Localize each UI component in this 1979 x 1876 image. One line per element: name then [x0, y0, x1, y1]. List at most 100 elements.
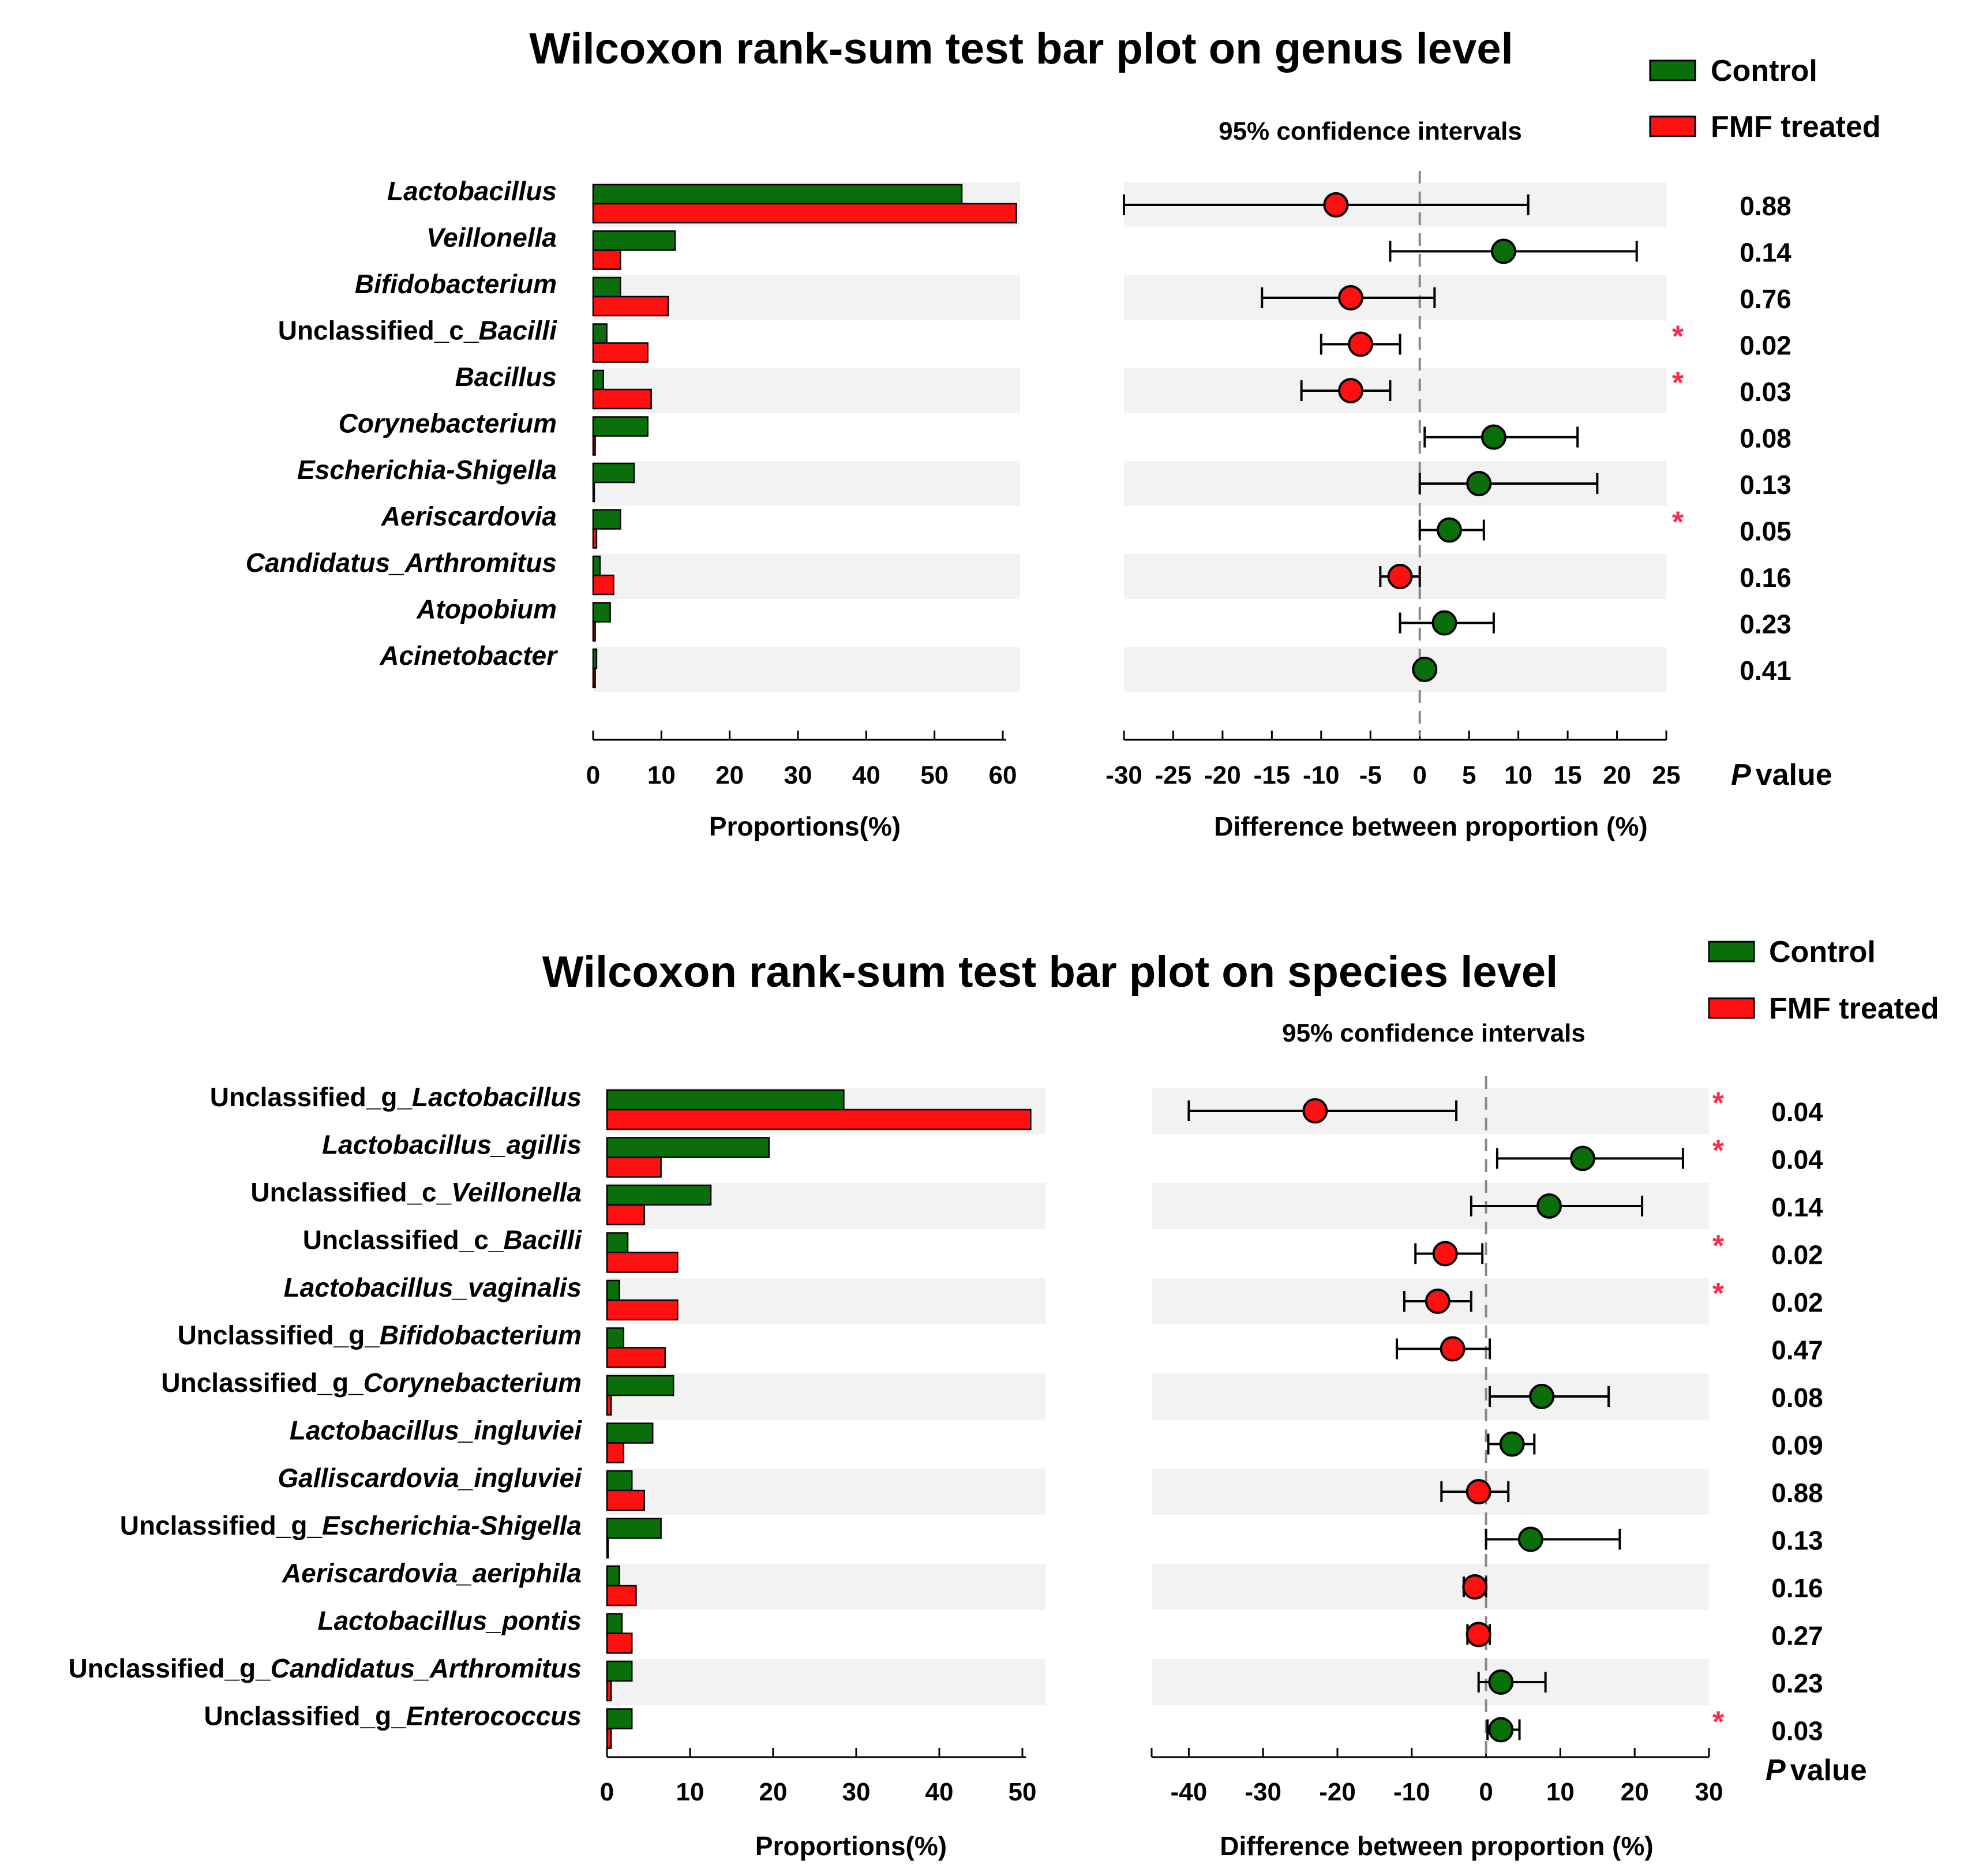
ci-estimate-point: [1425, 1289, 1450, 1314]
category-label: Unclassified_c_Bacilli: [303, 1225, 582, 1255]
significance-marker: *: [1712, 1230, 1725, 1263]
ci-estimate-point: [1437, 517, 1462, 543]
category-label-prefix: Unclassified_g_: [68, 1653, 271, 1683]
left-x-tick-label: 0: [600, 1778, 614, 1806]
row-stripe-left: [607, 1469, 1045, 1515]
p-value: 0.05: [1740, 516, 1791, 546]
right-x-tick-label: 25: [1652, 761, 1681, 789]
category-label-italic: Candidatus_Arthromitus: [246, 548, 557, 578]
right-x-tick-label: -15: [1254, 761, 1291, 789]
left-x-tick-label: 20: [715, 761, 744, 789]
row-stripe-left: [593, 461, 1020, 506]
bar-control: [606, 1708, 633, 1729]
category-label: Lactobacillus_ingluviei: [290, 1416, 582, 1446]
right-x-axis-title: Difference between proportion (%): [1220, 1831, 1653, 1861]
bar-control: [592, 276, 621, 298]
category-label-italic: Enterococcus: [406, 1701, 582, 1731]
ci-label: 95% confidence intervals: [1219, 117, 1522, 145]
bar-control: [606, 1518, 662, 1539]
significance-marker: *: [1712, 1277, 1725, 1310]
ci-estimate-point: [1488, 1717, 1514, 1743]
category-label-italic: Lactobacillus: [412, 1082, 582, 1112]
chart-panel-genus: Wilcoxon rank-sum test bar plot on genus…: [246, 24, 1881, 841]
category-label-prefix: Unclassified_g_: [120, 1511, 323, 1541]
significance-marker: *: [1712, 1706, 1725, 1739]
category-label: Lactobacillus_vaginalis: [284, 1272, 582, 1302]
ci-estimate-point: [1387, 564, 1413, 589]
ci-estimate-point: [1465, 1479, 1491, 1504]
ci-estimate-point: [1338, 378, 1364, 403]
left-x-tick-label: 30: [842, 1778, 871, 1806]
row-stripe-left: [607, 1278, 1045, 1324]
significance-marker: *: [1672, 320, 1684, 354]
p-value: 0.02: [1771, 1287, 1823, 1317]
right-x-tick-label: -20: [1319, 1778, 1356, 1806]
bar-control: [592, 323, 608, 344]
bar-fmf: [606, 1680, 612, 1702]
bar-control: [592, 462, 635, 484]
left-x-tick-label: 10: [647, 761, 676, 789]
bar-fmf: [592, 295, 669, 317]
ci-estimate-point: [1529, 1384, 1555, 1409]
bar-control: [606, 1470, 633, 1492]
row-stripe-right: [1124, 647, 1666, 692]
right-x-tick-label: 15: [1554, 761, 1582, 789]
row-stripe-left: [607, 1564, 1045, 1610]
right-x-tick-label: -10: [1393, 1778, 1430, 1806]
bar-control: [592, 416, 649, 437]
category-label: Lactobacillus_pontis: [317, 1606, 582, 1636]
category-label-italic: Lactobacillus_pontis: [317, 1606, 582, 1636]
bar-fmf: [592, 667, 596, 688]
category-label-italic: Bacilli: [503, 1225, 582, 1255]
category-label-prefix: Unclassified_g_: [178, 1320, 380, 1350]
bar-fmf: [592, 481, 595, 503]
right-x-tick-label: 10: [1504, 761, 1532, 789]
legend-label-control: Control: [1769, 935, 1876, 969]
category-label-italic: Candidatus_Arthromitus: [271, 1653, 582, 1683]
row-stripe-left: [607, 1373, 1045, 1420]
left-x-tick-label: 50: [1009, 1778, 1037, 1806]
significance-marker: *: [1712, 1087, 1725, 1120]
bar-control: [606, 1232, 629, 1253]
legend-label-control: Control: [1711, 54, 1817, 88]
bar-control: [606, 1279, 620, 1301]
category-label-italic: Acinetobacter: [379, 641, 558, 671]
left-x-axis-title: Proportions(%): [755, 1831, 947, 1861]
p-value: 0.08: [1740, 424, 1791, 454]
category-label: Escherichia-Shigella: [297, 455, 557, 485]
category-label: Unclassified_g_Escherichia-Shigella: [120, 1511, 582, 1541]
p-value: 0.47: [1771, 1335, 1823, 1365]
left-x-tick-label: 60: [989, 761, 1017, 789]
bar-fmf: [606, 1347, 666, 1368]
p-value: 0.16: [1740, 563, 1791, 593]
bar-control: [592, 509, 621, 530]
p-value: 0.27: [1771, 1621, 1823, 1651]
p-value: 0.03: [1740, 377, 1791, 407]
bar-fmf: [606, 1204, 646, 1226]
category-label-prefix: Unclassified_c_: [303, 1225, 504, 1255]
category-label: Unclassified_g_Corynebacterium: [161, 1368, 582, 1398]
chart-title: Wilcoxon rank-sum test bar plot on speci…: [542, 948, 1558, 997]
p-value: 0.13: [1771, 1526, 1823, 1556]
category-label-italic: Atopobium: [416, 594, 557, 624]
bar-fmf: [592, 435, 596, 456]
bar-fmf: [592, 203, 1017, 224]
right-x-tick-label: 5: [1462, 761, 1476, 789]
bar-fmf: [592, 342, 649, 363]
ci-estimate-point: [1440, 1336, 1465, 1362]
category-label-italic: Bifidobacterium: [355, 269, 557, 299]
category-label-italic: Corynebacterium: [363, 1368, 582, 1398]
row-stripe-right: [1152, 1659, 1709, 1705]
ci-estimate-point: [1499, 1431, 1525, 1457]
right-x-tick-label: -30: [1245, 1778, 1281, 1806]
p-value: 0.08: [1771, 1383, 1823, 1413]
row-stripe-left: [593, 368, 1020, 413]
ci-estimate-point: [1412, 657, 1438, 682]
category-label-italic: Corynebacterium: [339, 409, 557, 439]
ci-estimate-point: [1570, 1145, 1596, 1171]
category-label: Galliscardovia_ingluviei: [278, 1463, 582, 1493]
category-label: Corynebacterium: [339, 409, 557, 439]
row-stripe-left: [607, 1659, 1045, 1705]
right-x-tick-label: 30: [1695, 1778, 1723, 1806]
category-label-italic: Lactobacillus_vaginalis: [284, 1272, 582, 1302]
